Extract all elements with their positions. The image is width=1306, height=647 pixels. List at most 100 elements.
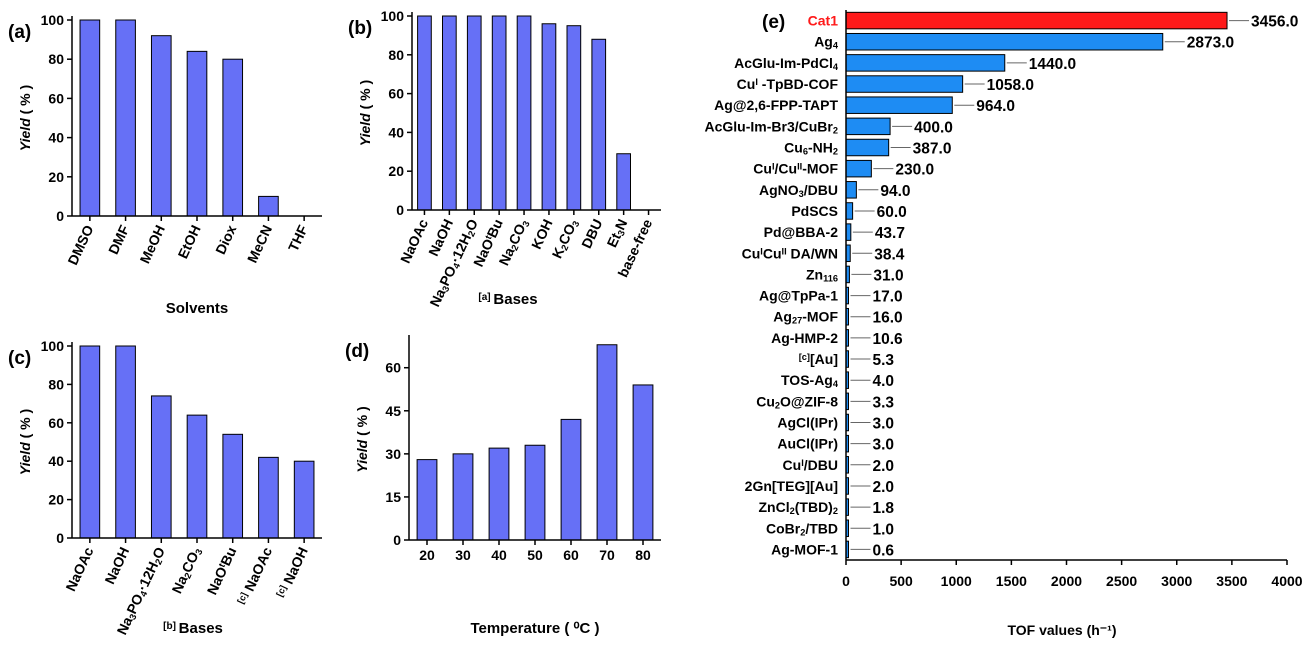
category-label: Ag@TpPa-1 <box>759 288 838 304</box>
category-label: CoBr2/TBD <box>766 520 838 537</box>
bar <box>516 15 532 211</box>
panel-a: 0 20 40 60 80 100 DMSO DMF MeOH EtOH Diox MeCN THF Yi… <box>8 12 322 317</box>
x-tick-label: Na2CO3 <box>168 545 204 597</box>
value-label: 964.0 <box>976 98 1015 115</box>
category-label: AuCl(IPr) <box>777 436 838 452</box>
y-tick-label: 15 <box>385 489 401 505</box>
category-label: Zn116 <box>806 266 838 283</box>
value-label: 1.0 <box>873 521 895 538</box>
bar <box>150 35 172 217</box>
bars-b <box>417 15 631 211</box>
x-tick-label: Diox <box>212 222 239 256</box>
value-label: 1440.0 <box>1029 56 1076 73</box>
x-tick-label: EtOH <box>174 223 203 261</box>
y-tick-label: 60 <box>385 360 401 376</box>
x-tick-label: MeOH <box>136 223 168 266</box>
panel-label: (b) <box>348 18 372 39</box>
value-label: 3456.0 <box>1251 14 1298 31</box>
bar <box>845 32 1164 51</box>
x-tick-label: 60 <box>563 547 579 563</box>
bars-e <box>845 11 1228 559</box>
bar <box>845 11 1228 30</box>
y-tick-label: 45 <box>385 403 401 419</box>
value-label: 17.0 <box>873 289 903 306</box>
value-label: 2873.0 <box>1187 35 1234 52</box>
x-tick-label: NaOtBu <box>204 545 240 598</box>
x-tick-label: DBU <box>578 217 605 251</box>
category-label: CuICuII DA/WN <box>742 245 838 261</box>
x-tick-label: DMF <box>105 222 133 257</box>
bar <box>541 23 557 211</box>
bar <box>442 15 457 211</box>
category-label: AcGlu-Im-Br3/CuBr2 <box>705 118 839 135</box>
y-tick-label: 30 <box>385 446 401 462</box>
category-label: [c][Au] <box>799 351 838 367</box>
y-tick-label: 60 <box>48 415 64 431</box>
bars-a <box>79 19 279 217</box>
y-axis-title: Yield ( % ) <box>17 409 33 475</box>
bar <box>79 345 101 539</box>
y-tick-label: 0 <box>56 530 64 546</box>
y-tick-label: 0 <box>56 208 64 224</box>
category-label: 2Gn[TEG][Au] <box>745 478 838 494</box>
bar <box>186 414 208 539</box>
x-tick-label: 3500 <box>1216 573 1247 589</box>
value-label: 3.0 <box>873 437 895 454</box>
value-label: 60.0 <box>877 204 907 221</box>
bar <box>566 25 582 211</box>
y-tick-label: 40 <box>48 130 64 146</box>
y-tick-label: 60 <box>388 86 404 102</box>
bar <box>616 153 631 211</box>
bar <box>491 15 507 211</box>
bar <box>416 459 438 541</box>
x-tick-label: 0 <box>842 573 850 589</box>
bar <box>845 138 890 157</box>
value-label: 387.0 <box>913 141 952 158</box>
panel-label: (e) <box>762 12 785 33</box>
category-label: AgNO3/DBU <box>759 182 838 199</box>
category-label: Ag-HMP-2 <box>771 330 838 346</box>
bar <box>258 456 279 539</box>
category-label: CuI/CuII-MOF <box>753 161 838 177</box>
bar <box>845 54 1006 72</box>
panel-label: (a) <box>8 22 31 43</box>
bar <box>186 50 208 217</box>
category-label: AgCl(IPr) <box>777 415 838 431</box>
category-label: Pd@BBA-2 <box>764 224 839 240</box>
y-tick-label: 100 <box>381 8 405 24</box>
value-label: 10.6 <box>873 331 904 348</box>
x-tick-label: 50 <box>527 547 543 563</box>
y-tick-label: 100 <box>41 338 65 354</box>
y-tick-label: 80 <box>388 47 404 63</box>
bar <box>488 447 510 541</box>
value-label: 38.4 <box>874 246 905 263</box>
bars-d <box>416 344 654 541</box>
category-label: Ag-MOF-1 <box>771 541 838 557</box>
value-label: 2.0 <box>873 458 895 475</box>
panel-e: 3456.0 Cat1 2873.0 Ag4 1440.0 AcGlu-Im-PdCl4 1… <box>705 10 1303 638</box>
x-axis-title: TOF values (h⁻¹) <box>1007 622 1116 638</box>
bar <box>452 453 474 541</box>
x-tick-label: NaOH <box>101 545 132 587</box>
x-axis-title: [b] Bases <box>163 620 223 637</box>
y-tick-label: 20 <box>388 163 404 179</box>
x-tick-label: NaOAc <box>62 544 96 593</box>
x-tick-label: 3000 <box>1161 573 1192 589</box>
bar <box>596 344 618 541</box>
x-tick-label: Na3PO4·12H2O <box>426 216 482 309</box>
category-label: CuI/DBU <box>783 457 838 473</box>
x-tick-label: Na2CO3 <box>495 217 531 269</box>
y-tick-label: 20 <box>48 169 64 185</box>
panel-b: 020406080100NaOAcNaOHNa3PO4·12H2ONaOtBuN… <box>348 8 661 309</box>
category-label: Ag@2,6-FPP-TAPT <box>714 97 838 113</box>
x-tick-label: MeCN <box>244 223 275 266</box>
bar <box>293 460 315 539</box>
value-label: 0.6 <box>873 542 895 559</box>
x-tick-label: 500 <box>889 573 913 589</box>
panel-label: (c) <box>8 348 31 369</box>
y-tick-label: 40 <box>388 124 404 140</box>
bar <box>845 159 872 178</box>
